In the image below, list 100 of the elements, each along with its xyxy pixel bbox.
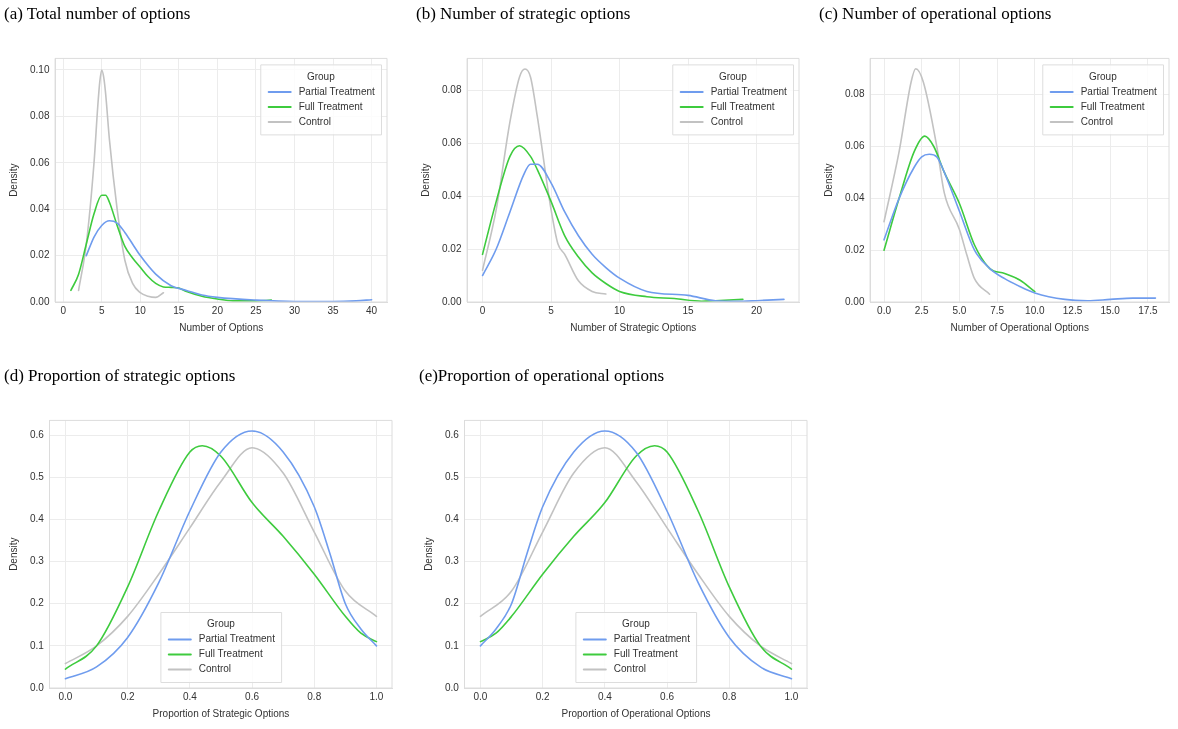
legend-label: Partial Treatment bbox=[298, 85, 376, 97]
y-tick-label: 0.10 bbox=[29, 63, 50, 75]
x-tick-label: 0.2 bbox=[535, 690, 551, 702]
legend-title: Group bbox=[207, 618, 236, 630]
x-axis-title: Proportion of Strategic Options bbox=[152, 707, 290, 719]
legend-label: Partial Treatment bbox=[1080, 85, 1158, 97]
line-series bbox=[883, 153, 1157, 302]
x-tick-label: 1.0 bbox=[784, 690, 799, 702]
x-axis-title: Proportion of Operational Options bbox=[561, 707, 711, 719]
legend-title: Group bbox=[1088, 70, 1118, 82]
x-tick-label: 0.8 bbox=[722, 690, 737, 702]
y-axis-title: Density bbox=[7, 537, 19, 571]
y-tick-label: 0.00 bbox=[844, 295, 865, 307]
y-tick-label: 0.2 bbox=[445, 597, 460, 609]
y-tick-label: 0.6 bbox=[445, 428, 460, 440]
y-axis-title: Density bbox=[422, 537, 434, 571]
chart-title: (a) Total number of options bbox=[4, 3, 191, 23]
x-tick-label: 0.4 bbox=[597, 690, 613, 702]
legend-label: Full Treatment bbox=[1080, 100, 1145, 112]
line-series bbox=[883, 135, 1036, 293]
y-tick-label: 0.04 bbox=[844, 192, 865, 204]
y-tick-label: 0.04 bbox=[29, 202, 50, 214]
y-tick-label: 0.5 bbox=[30, 471, 45, 483]
x-tick-label: 5 bbox=[548, 304, 555, 316]
x-tick-label: 10 bbox=[613, 304, 626, 316]
x-tick-label: 12.5 bbox=[1062, 304, 1083, 316]
x-tick-label: 0 bbox=[479, 304, 486, 316]
x-tick-label: 15 bbox=[682, 304, 695, 316]
x-tick-label: 35 bbox=[327, 304, 340, 316]
x-tick-label: 0.2 bbox=[120, 690, 136, 702]
x-tick-label: 0.6 bbox=[660, 690, 675, 702]
y-tick-label: 0.00 bbox=[441, 295, 462, 307]
chart-title: (e)Proportion of operational options bbox=[419, 365, 665, 385]
x-tick-label: 7.5 bbox=[990, 304, 1005, 316]
line-series bbox=[77, 69, 165, 299]
legend-label: Partial Treatment bbox=[613, 633, 691, 645]
y-tick-label: 0.02 bbox=[441, 242, 462, 254]
y-axis-title: Density bbox=[822, 163, 834, 197]
y-tick-label: 0.1 bbox=[445, 639, 460, 651]
x-tick-label: 17.5 bbox=[1138, 304, 1159, 316]
x-tick-label: 0 bbox=[60, 304, 67, 316]
legend-label: Full Treatment bbox=[298, 100, 363, 112]
x-tick-label: 15 bbox=[173, 304, 185, 316]
y-tick-label: 0.0 bbox=[445, 681, 460, 693]
chart-title: (c) Number of operational options bbox=[819, 3, 1052, 23]
legend-title: Group bbox=[622, 618, 651, 630]
legend-label: Control bbox=[710, 115, 743, 127]
x-tick-label: 30 bbox=[288, 304, 301, 316]
legend-label: Control bbox=[198, 663, 232, 675]
legend-label: Partial Treatment bbox=[198, 633, 276, 645]
legend-title: Group bbox=[718, 70, 748, 82]
x-tick-label: 1.0 bbox=[369, 690, 384, 702]
y-tick-label: 0.08 bbox=[29, 110, 50, 122]
x-tick-label: 5.0 bbox=[952, 304, 967, 316]
x-tick-label: 0.0 bbox=[877, 304, 892, 316]
line-series bbox=[481, 144, 744, 302]
x-tick-label: 20 bbox=[750, 304, 763, 316]
x-tick-label: 0.0 bbox=[58, 690, 73, 702]
legend-label: Control bbox=[613, 663, 647, 675]
legend-label: Full Treatment bbox=[198, 648, 263, 660]
x-tick-label: 0.6 bbox=[245, 690, 260, 702]
line-series bbox=[481, 68, 607, 295]
line-series bbox=[883, 67, 991, 296]
y-tick-label: 0.3 bbox=[30, 555, 45, 567]
chart-title: (d) Proportion of strategic options bbox=[4, 365, 236, 385]
y-tick-label: 0.06 bbox=[441, 136, 462, 148]
x-tick-label: 2.5 bbox=[914, 304, 930, 316]
legend-label: Control bbox=[1080, 115, 1113, 127]
y-tick-label: 0.1 bbox=[30, 639, 45, 651]
x-tick-label: 25 bbox=[250, 304, 262, 316]
y-tick-label: 0.0 bbox=[30, 681, 45, 693]
x-tick-label: 40 bbox=[366, 304, 378, 316]
y-tick-label: 0.00 bbox=[29, 295, 50, 307]
y-tick-label: 0.4 bbox=[445, 513, 460, 525]
y-axis-title: Density bbox=[419, 163, 431, 197]
y-axis-title: Density bbox=[7, 163, 19, 197]
x-axis-title: Number of Operational Options bbox=[950, 321, 1089, 333]
x-tick-label: 0.0 bbox=[473, 690, 488, 702]
y-tick-label: 0.3 bbox=[445, 555, 460, 567]
y-tick-label: 0.08 bbox=[844, 88, 865, 100]
x-axis-title: Number of Strategic Options bbox=[570, 321, 697, 333]
y-tick-label: 0.6 bbox=[30, 428, 45, 440]
y-tick-label: 0.08 bbox=[441, 83, 462, 95]
legend-label: Control bbox=[298, 115, 331, 127]
chart-title: (b) Number of strategic options bbox=[416, 3, 631, 23]
line-series bbox=[70, 194, 273, 302]
y-tick-label: 0.06 bbox=[844, 140, 865, 152]
line-series bbox=[481, 163, 785, 302]
legend-label: Full Treatment bbox=[613, 648, 678, 660]
x-tick-label: 15.0 bbox=[1100, 304, 1121, 316]
legend-title: Group bbox=[306, 70, 336, 82]
legend-label: Full Treatment bbox=[710, 100, 775, 112]
y-tick-label: 0.02 bbox=[844, 243, 865, 255]
x-tick-label: 10.0 bbox=[1025, 304, 1045, 316]
x-tick-label: 10 bbox=[134, 304, 147, 316]
x-tick-label: 5 bbox=[98, 304, 105, 316]
x-tick-label: 0.8 bbox=[307, 690, 322, 702]
x-tick-label: 20 bbox=[211, 304, 224, 316]
y-tick-label: 0.4 bbox=[30, 513, 45, 525]
y-tick-label: 0.04 bbox=[441, 189, 462, 201]
